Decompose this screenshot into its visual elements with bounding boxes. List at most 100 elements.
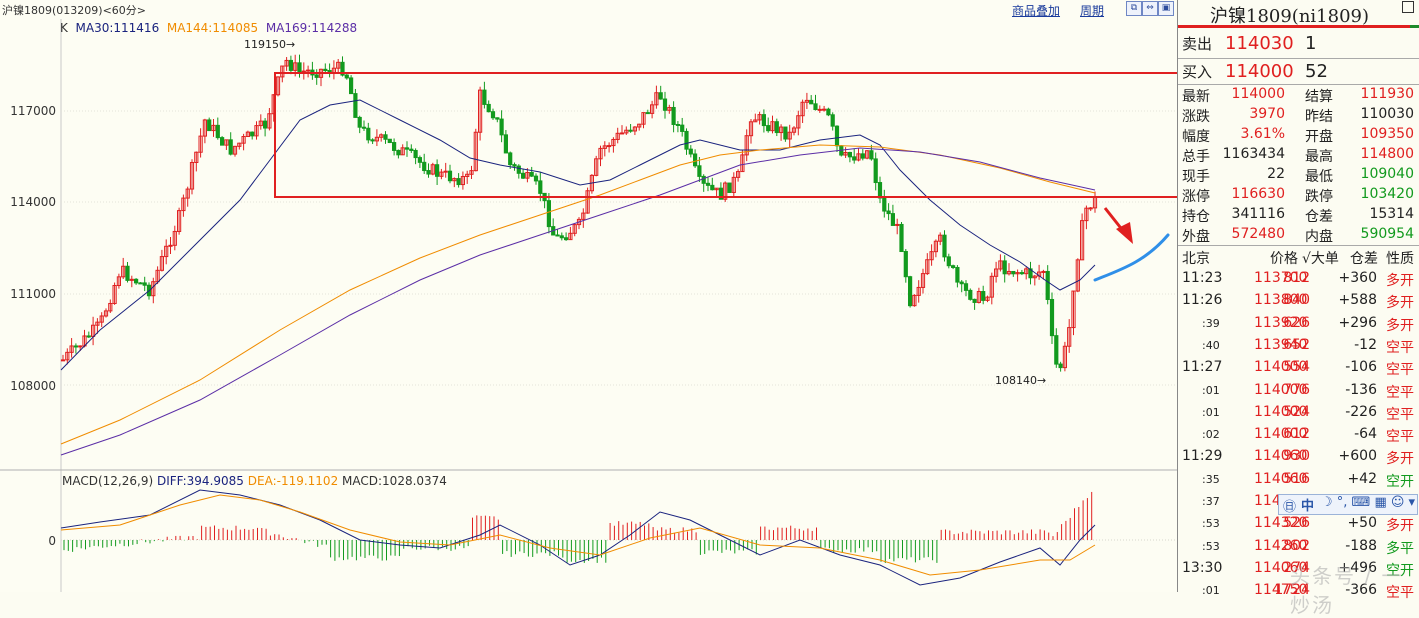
- candle-body: [925, 259, 930, 275]
- candle-body: [125, 265, 130, 281]
- tick-row[interactable]: 11:29 114060 930 +600 多开: [1178, 448, 1419, 470]
- candle-body: [73, 345, 79, 348]
- candle-body: [297, 62, 302, 73]
- candle-body: [877, 182, 883, 199]
- candle-body: [202, 119, 208, 137]
- tick-row[interactable]: :53 114260 802 -188 多平: [1178, 538, 1419, 560]
- tick-row[interactable]: :01 114000 524 -226 空平: [1178, 404, 1419, 426]
- tick-row[interactable]: 11:27 114000 554 -106 空平: [1178, 359, 1419, 381]
- candle-body: [267, 113, 272, 129]
- ime-mode-label: 中: [1301, 499, 1315, 514]
- sell-price: 114030: [1225, 33, 1294, 54]
- expand-icon[interactable]: ⇔: [1142, 1, 1158, 16]
- quote-value: 1163434: [1222, 146, 1285, 162]
- legend-k: K: [60, 21, 68, 35]
- candle-body: [533, 175, 539, 182]
- candle-body: [116, 276, 122, 287]
- candle-body: [731, 176, 736, 193]
- candle-body: [959, 281, 964, 285]
- tick-nature: 空平: [1386, 384, 1414, 401]
- tick-row[interactable]: 13:30 114060 274 +496 空开: [1178, 560, 1419, 582]
- tick-price: 114320: [1254, 515, 1308, 532]
- tick-time: 11:26: [1182, 292, 1223, 309]
- tick-diff: +50: [1347, 515, 1377, 532]
- tick-row[interactable]: :35 114060 516 +42 空开: [1178, 471, 1419, 493]
- tick-row[interactable]: :39 113920 626 +296 多开: [1178, 315, 1419, 337]
- candle-body: [245, 131, 251, 138]
- candle-body: [237, 142, 242, 147]
- candle-body: [490, 111, 496, 119]
- ime-toolbar[interactable]: ㊐ 中 ☽ °, ⌨ ▦ ☺ ▾: [1278, 494, 1418, 515]
- period-link[interactable]: 周期: [1080, 4, 1105, 18]
- contract-title: 沪镍1809(ni1809): [1210, 6, 1370, 27]
- candle-body: [443, 170, 448, 173]
- quote-row: 幅度 3.61% 开盘 109350: [1178, 126, 1419, 146]
- window-restore-icon[interactable]: ⧉: [1126, 1, 1142, 16]
- candle-body: [753, 119, 758, 123]
- projection-curve: [1093, 233, 1170, 282]
- candle-body: [1041, 270, 1046, 273]
- quote-label: 幅度: [1182, 129, 1210, 145]
- candle-body: [624, 129, 629, 134]
- kline-chart-area[interactable]: 沪镍1809(013209)<60分> 商品叠加 周期 ⧉ ⇔ ▣ K MA30…: [0, 0, 1177, 592]
- tick-nature: 多平: [1386, 540, 1414, 557]
- candle-body: [435, 164, 440, 177]
- candle-body: [873, 158, 878, 184]
- candle-body: [908, 276, 913, 307]
- chart-toolbar: 沪镍1809(013209)<60分> 商品叠加 周期 ⧉ ⇔ ▣: [0, 0, 1177, 18]
- quote-panel: 沪镍1809(ni1809) 卖出 114030 1 买入 114000 52 …: [1177, 0, 1419, 601]
- tick-time: :01: [1202, 405, 1220, 419]
- candle-body: [994, 268, 999, 277]
- ime-icons: ☽ °, ⌨ ▦ ☺ ▾: [1321, 495, 1416, 510]
- candle-body: [817, 108, 822, 111]
- candle-body: [177, 210, 182, 232]
- candle-body: [697, 165, 702, 177]
- tick-time: :40: [1202, 338, 1220, 352]
- candle-body: [207, 119, 212, 132]
- candle-body: [705, 182, 711, 186]
- candle-body: [1024, 268, 1029, 275]
- candle-body: [228, 139, 233, 155]
- tick-time: :53: [1202, 517, 1220, 531]
- quote-label: 涨跌: [1182, 109, 1210, 125]
- candle-body: [232, 145, 238, 155]
- kline-chart[interactable]: [0, 0, 1177, 592]
- close-icon[interactable]: [1402, 1, 1414, 13]
- tick-price: 114000: [1254, 403, 1308, 420]
- candle-body: [860, 153, 865, 159]
- tick-row[interactable]: :53 114320 526 +50 多开: [1178, 515, 1419, 537]
- candle-body: [525, 172, 530, 179]
- tick-volume: 524: [1283, 403, 1310, 420]
- tick-time: :35: [1202, 472, 1220, 486]
- candle-body: [572, 224, 577, 234]
- candle-body: [869, 150, 874, 160]
- candle-body: [181, 197, 186, 212]
- tick-row[interactable]: 11:26 113800 840 +588 多开: [1178, 292, 1419, 314]
- buy-row: 买入 114000 52: [1178, 61, 1419, 85]
- quote-label: 结算: [1305, 89, 1333, 105]
- tick-nature: 空平: [1386, 339, 1414, 356]
- tick-row[interactable]: :01 114000 776 -136 空平: [1178, 382, 1419, 404]
- fullscreen-icon[interactable]: ▣: [1158, 1, 1174, 16]
- tick-row[interactable]: :02 114000 612 -64 空平: [1178, 426, 1419, 448]
- candle-body: [78, 345, 83, 348]
- candle-body: [60, 359, 66, 362]
- quote-row: 现手 22 最低 109040: [1178, 166, 1419, 186]
- candle-body: [951, 265, 956, 268]
- candle-body: [508, 152, 513, 166]
- quote-value: 341116: [1231, 206, 1285, 222]
- sell-label: 卖出: [1182, 35, 1213, 53]
- candle-body: [224, 139, 229, 146]
- candle-body: [168, 244, 173, 247]
- candle-body: [426, 170, 431, 175]
- candle-body: [263, 120, 268, 129]
- tick-row[interactable]: :40 113940 652 -12 空平: [1178, 337, 1419, 359]
- quote-value: 22: [1267, 166, 1285, 182]
- candle-body: [353, 93, 358, 118]
- tick-row[interactable]: 11:23 113700 812 +360 多开: [1178, 270, 1419, 292]
- candle-body: [103, 310, 109, 317]
- candle-body: [641, 112, 646, 125]
- overlay-commodity-link[interactable]: 商品叠加: [1012, 4, 1061, 18]
- candle-body: [680, 124, 685, 132]
- watermark: 头条号 / 一炒汤: [1290, 564, 1404, 617]
